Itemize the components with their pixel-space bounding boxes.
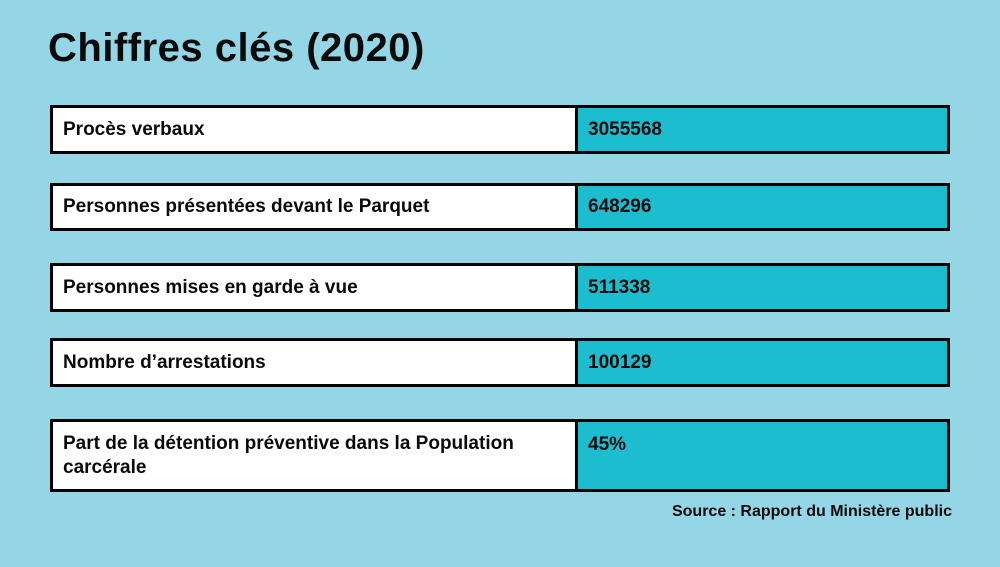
stat-label-text: Nombre d’arrestations — [63, 351, 266, 373]
stat-label: Procès verbaux — [53, 108, 575, 151]
stat-label-text: Personnes mises en garde à vue — [63, 276, 358, 298]
stat-label: Personnes présentées devant le Parquet — [53, 186, 575, 228]
stat-row: Personnes mises en garde à vue 511338 — [50, 263, 950, 312]
stat-value: 511338 — [575, 266, 947, 309]
stat-value: 100129 — [575, 341, 947, 384]
stat-value-text: 648296 — [588, 196, 652, 218]
stat-row: Procès verbaux 3055568 — [50, 105, 950, 154]
stat-value-text: 100129 — [588, 351, 652, 373]
stat-value: 3055568 — [575, 108, 947, 151]
stat-value-text: 45% — [588, 434, 627, 455]
stat-label: Part de la détention préventive dans la … — [53, 422, 575, 489]
stat-label: Personnes mises en garde à vue — [53, 266, 575, 309]
stat-value: 45% — [575, 422, 947, 489]
stat-row: Part de la détention préventive dans la … — [50, 419, 950, 492]
stat-label-text: Personnes présentées devant le Parquet — [63, 196, 430, 218]
page-title: Chiffres clés (2020) — [48, 26, 425, 70]
source-caption: Source : Rapport du Ministère public — [671, 503, 952, 520]
stat-label: Nombre d’arrestations — [53, 341, 575, 384]
stat-value-text: 511338 — [588, 276, 651, 298]
stat-value-text: 3055568 — [588, 118, 662, 140]
stat-value: 648296 — [575, 186, 947, 228]
stat-row: Nombre d’arrestations 100129 — [50, 338, 950, 387]
stat-row: Personnes présentées devant le Parquet 6… — [50, 183, 950, 231]
stat-label-text: Part de la détention préventive dans la … — [63, 432, 514, 478]
stat-label-text: Procès verbaux — [63, 118, 205, 140]
